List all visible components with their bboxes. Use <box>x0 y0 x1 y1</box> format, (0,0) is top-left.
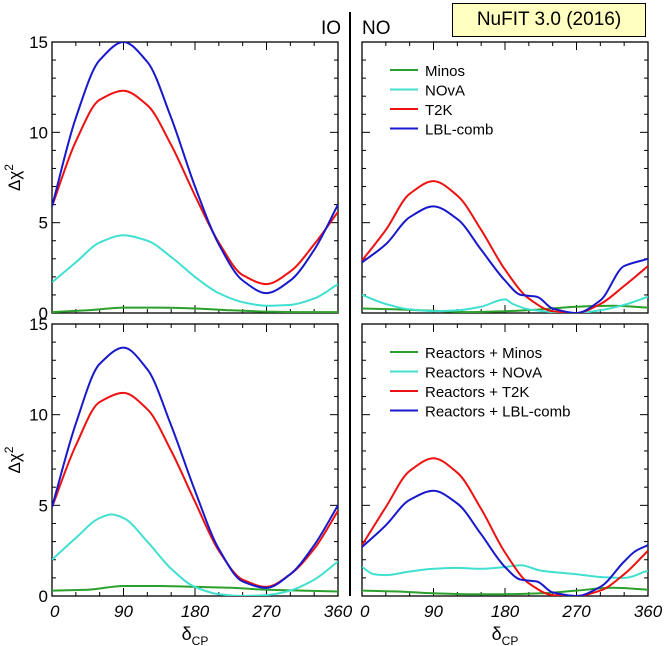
series-line-t2k <box>362 180 648 313</box>
series-line-t2k <box>52 89 338 286</box>
y-tick-label: 15 <box>29 33 48 52</box>
series-line-lbl <box>52 346 338 589</box>
legend-label: T2K <box>425 102 453 119</box>
x-axis-label: δCP <box>182 624 209 646</box>
x-tick-label: 90 <box>114 602 133 621</box>
series-line-lbl <box>362 205 648 313</box>
series-line-lbl <box>362 489 648 596</box>
panel-0-1: Minos NOvA T2K LBL-comb <box>361 41 649 314</box>
legend-label: Reactors + Minos <box>425 345 542 362</box>
panel-0-0: 0 5 10 15 Δχ2 <box>2 33 339 323</box>
panel-frame <box>51 323 339 597</box>
y-axis-label: Δχ2 <box>2 446 24 473</box>
legend-label: Reactors + LBL-comb <box>425 404 570 421</box>
y-tick-label: 5 <box>39 496 48 515</box>
y-tick-label: 0 <box>39 587 48 606</box>
x-tick-label: 360 <box>634 602 663 621</box>
series-line-minos <box>362 586 648 596</box>
x-tick-label: 270 <box>251 602 281 621</box>
x-tick-label: 180 <box>491 602 520 621</box>
legend-label: Reactors + NOvA <box>425 365 542 382</box>
y-tick-label: 0 <box>39 304 48 323</box>
column-header-io: IO <box>321 18 341 39</box>
x-tick-label: 90 <box>424 602 443 621</box>
legend-label: NOvA <box>425 83 465 100</box>
panel-frame <box>361 41 649 314</box>
y-tick-label: 10 <box>29 406 48 425</box>
series-line-nova <box>52 513 338 596</box>
column-header-no: NO <box>362 18 391 39</box>
legend: Reactors + Minos Reactors + NOvA Reactors … <box>390 345 570 421</box>
x-tick-label: 0 <box>360 602 370 621</box>
x-tick-label: 360 <box>324 602 353 621</box>
series-line-nova <box>362 293 648 313</box>
legend-label: Reactors + T2K <box>425 384 529 401</box>
x-axis-label: δCP <box>492 624 519 646</box>
x-tick-label: 270 <box>561 602 591 621</box>
series-line-nova <box>52 234 338 307</box>
panel-frame <box>51 41 339 314</box>
x-tick-label: 180 <box>181 602 210 621</box>
series-line-minos <box>52 306 338 313</box>
y-tick-label: 5 <box>39 214 48 233</box>
legend: Minos NOvA T2K LBL-comb <box>390 63 493 139</box>
x-tick-label: 0 <box>50 602 60 621</box>
series-line-nova <box>362 564 648 579</box>
y-axis-label: Δχ2 <box>2 164 24 191</box>
version-badge: NuFIT 3.0 (2016) <box>452 3 646 37</box>
series-line-t2k <box>362 457 648 596</box>
y-tick-label: 10 <box>29 123 48 142</box>
panel-1-0: 0 5 10 15 Δχ2 0 90 180 270 360 δCP <box>2 315 353 646</box>
legend-label: LBL-comb <box>425 122 493 139</box>
series-line-lbl <box>52 42 338 295</box>
y-tick-label: 15 <box>29 315 48 334</box>
legend-label: Minos <box>425 63 465 80</box>
